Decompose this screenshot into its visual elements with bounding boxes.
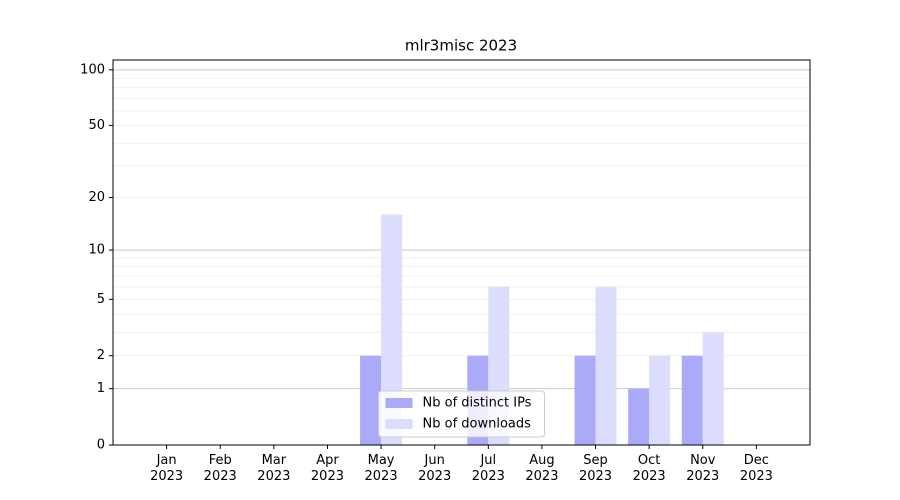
x-tick-label: Feb 2023 xyxy=(203,453,237,484)
legend-label: Nb of distinct IPs xyxy=(423,396,532,411)
plot-frame xyxy=(112,59,811,446)
y-tick-label: 2 xyxy=(97,348,105,363)
bar xyxy=(595,286,617,445)
y-tick-label: 1 xyxy=(97,381,105,396)
y-tick-label: 20 xyxy=(88,190,105,205)
bar xyxy=(574,355,596,445)
y-tick-label: 50 xyxy=(88,118,105,133)
x-tick-label: Apr 2023 xyxy=(310,453,344,484)
x-tick-label: Aug 2023 xyxy=(525,453,559,484)
bar xyxy=(681,355,703,445)
x-tick-label: Jun 2023 xyxy=(418,453,452,484)
x-tick-label: Oct 2023 xyxy=(632,453,666,484)
x-tick-label: May 2023 xyxy=(364,453,398,484)
bar xyxy=(360,355,382,445)
legend-label: Nb of downloads xyxy=(423,417,532,432)
legend-swatch xyxy=(385,419,413,429)
y-tick-label: 10 xyxy=(88,243,105,258)
x-tick-label: Nov 2023 xyxy=(686,453,720,484)
x-tick-label: Dec 2023 xyxy=(739,453,773,484)
x-tick-label: Jan 2023 xyxy=(150,453,184,484)
legend-swatch xyxy=(385,398,413,408)
bar xyxy=(702,332,724,445)
y-tick-label: 5 xyxy=(97,292,105,307)
bar xyxy=(381,214,403,445)
x-tick-label: Sep 2023 xyxy=(578,453,613,484)
chart-title: mlr3misc 2023 xyxy=(405,37,517,55)
bar xyxy=(628,388,650,445)
bar xyxy=(649,355,671,445)
y-tick-label: 100 xyxy=(80,62,105,77)
x-tick-label: Jul 2023 xyxy=(471,453,505,484)
legend-box xyxy=(378,390,545,438)
x-tick-label: Mar 2023 xyxy=(257,453,291,484)
y-tick-label: 0 xyxy=(97,438,105,453)
